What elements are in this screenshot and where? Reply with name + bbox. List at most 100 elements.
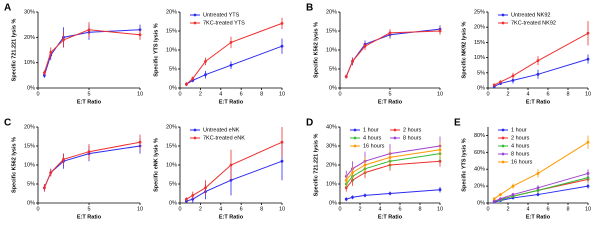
data-point bbox=[536, 186, 540, 190]
data-point bbox=[586, 31, 590, 35]
panel-label: A bbox=[4, 3, 11, 14]
y-axis-label: Specific 721.221 lysis % bbox=[313, 134, 319, 197]
data-point bbox=[229, 41, 233, 44]
x-tick-label: 0 bbox=[36, 206, 39, 212]
data-point bbox=[586, 172, 590, 175]
legend-label: 8 hours bbox=[511, 151, 530, 157]
x-tick-label: 0 bbox=[338, 206, 341, 212]
series-line bbox=[186, 22, 283, 85]
x-tick-label: 6 bbox=[398, 206, 401, 212]
x-tick-label: 0 bbox=[486, 206, 489, 212]
y-axis-label: Specific eNK lysis % bbox=[153, 138, 159, 192]
legend-label: Untreated NK92 bbox=[511, 12, 550, 18]
data-point bbox=[511, 184, 515, 188]
data-point bbox=[586, 176, 590, 180]
data-point bbox=[280, 140, 284, 144]
y-tick-label: 5% bbox=[477, 70, 485, 76]
legend-label: 8 hours bbox=[403, 135, 422, 141]
x-axis-label: E:T Ratio bbox=[378, 214, 403, 220]
y-tick-label: 40% bbox=[326, 124, 337, 130]
data-point bbox=[438, 159, 442, 163]
data-point bbox=[229, 178, 233, 182]
y-tick-label: 25% bbox=[474, 9, 485, 15]
legend-label: 4 hours bbox=[363, 135, 382, 141]
y-tick-label: 10% bbox=[24, 162, 35, 168]
data-point bbox=[586, 184, 590, 188]
legend-label: 2 hours bbox=[511, 135, 530, 141]
series-line bbox=[186, 45, 283, 85]
legend-marker bbox=[501, 152, 505, 156]
panel-label: E bbox=[454, 118, 461, 129]
x-axis-label: E:T Ratio bbox=[77, 99, 102, 105]
series-line bbox=[43, 145, 141, 188]
y-tick-label: 20% bbox=[326, 162, 337, 168]
data-point bbox=[388, 31, 392, 35]
series-line bbox=[43, 29, 141, 76]
x-tick-label: 4 bbox=[219, 206, 222, 212]
data-point bbox=[499, 197, 502, 201]
legend-label: 16 hours bbox=[363, 143, 385, 149]
data-point bbox=[280, 159, 284, 163]
data-point bbox=[388, 192, 392, 195]
x-tick-label: 5 bbox=[87, 91, 90, 97]
data-point bbox=[229, 163, 233, 167]
x-tick-label: 0 bbox=[178, 206, 181, 212]
legend-label: 1 hour bbox=[511, 127, 527, 133]
legend-marker bbox=[501, 21, 505, 25]
legend-label: 16 hours bbox=[511, 159, 533, 165]
y-tick-label: 0% bbox=[27, 200, 35, 206]
y-tick-label: 10% bbox=[24, 60, 35, 66]
series-line bbox=[494, 32, 589, 86]
data-point bbox=[344, 75, 348, 78]
y-axis-label: Specific 721.221 lysis % bbox=[11, 19, 17, 82]
y-tick-label: 15% bbox=[326, 28, 337, 34]
data-point bbox=[87, 28, 91, 32]
x-tick-label: 6 bbox=[240, 91, 243, 97]
data-point bbox=[536, 188, 540, 192]
x-tick-label: 8 bbox=[260, 206, 263, 212]
series-line bbox=[345, 160, 441, 189]
x-tick-label: 5 bbox=[388, 91, 391, 97]
x-axis-label: E:T Ratio bbox=[378, 99, 403, 105]
data-point bbox=[438, 148, 442, 152]
y-tick-label: 20% bbox=[326, 9, 337, 15]
x-tick-label: 10 bbox=[279, 91, 285, 97]
data-point bbox=[49, 171, 53, 175]
data-point bbox=[280, 44, 284, 48]
data-point bbox=[344, 186, 348, 190]
legend-marker bbox=[353, 144, 357, 148]
y-tick-label: 5% bbox=[329, 66, 337, 72]
data-point bbox=[229, 63, 233, 67]
y-tick-label: 0% bbox=[329, 85, 337, 91]
y-tick-label: 20% bbox=[24, 35, 35, 41]
data-point bbox=[87, 150, 91, 154]
x-tick-label: 0 bbox=[178, 91, 181, 97]
data-point bbox=[363, 194, 367, 197]
y-tick-label: 10% bbox=[166, 47, 177, 53]
data-point bbox=[62, 157, 65, 161]
series-line bbox=[345, 28, 441, 77]
series-line bbox=[346, 189, 441, 200]
x-tick-label: 8 bbox=[260, 91, 263, 97]
x-axis-label: E:T Ratio bbox=[526, 99, 551, 105]
data-point bbox=[280, 22, 284, 25]
x-tick-label: 4 bbox=[526, 206, 529, 212]
legend-label: 7KC-treated eNK bbox=[203, 135, 245, 141]
x-axis-label: E:T Ratio bbox=[526, 214, 551, 220]
x-tick-label: 8 bbox=[566, 91, 569, 97]
data-point bbox=[511, 74, 515, 78]
data-point bbox=[344, 197, 348, 201]
data-point bbox=[351, 195, 354, 199]
legend-label: 1 hour bbox=[363, 127, 379, 133]
y-tick-label: 15% bbox=[166, 28, 177, 34]
y-tick-label: 20% bbox=[474, 25, 485, 31]
data-point bbox=[363, 163, 367, 167]
data-point bbox=[138, 33, 142, 37]
legend-label: 2 hours bbox=[403, 127, 422, 133]
y-tick-label: 5% bbox=[27, 181, 35, 187]
data-point bbox=[49, 51, 53, 54]
x-tick-label: 8 bbox=[566, 206, 569, 212]
x-tick-label: 4 bbox=[219, 91, 222, 97]
data-point bbox=[536, 193, 540, 196]
data-point bbox=[492, 199, 496, 203]
